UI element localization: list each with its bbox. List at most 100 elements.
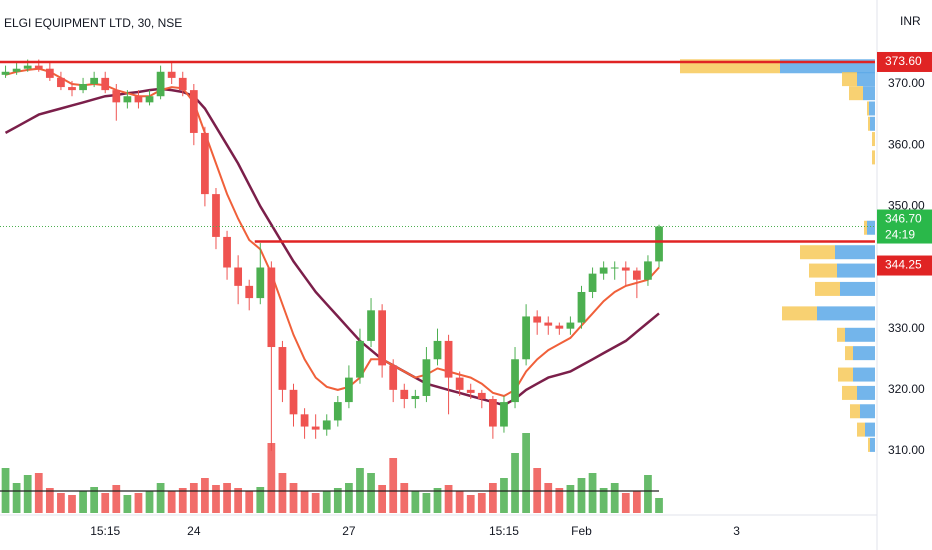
volume-bar (588, 473, 597, 513)
profile-down (869, 101, 875, 116)
profile-down (857, 72, 875, 87)
profile-down (853, 346, 875, 361)
volume-bar (189, 483, 198, 513)
profile-up (845, 346, 853, 361)
candle-body (433, 340, 442, 360)
profile-up (857, 422, 865, 437)
volume-bar (79, 491, 87, 513)
candle-body (566, 322, 575, 329)
volume-bar (422, 493, 431, 513)
profile-up (868, 116, 870, 131)
candle-body (1, 71, 10, 75)
volume-bar (311, 493, 320, 513)
candle-body (511, 359, 519, 403)
candle-body (422, 359, 431, 396)
chart-title: ELGI EQUIPMENT LTD, 30, NSE (4, 16, 182, 30)
candle-body (156, 71, 165, 97)
level-tag (877, 51, 932, 72)
volume-bar (12, 483, 21, 513)
volume-bar (178, 488, 187, 513)
volume-bar (223, 483, 231, 513)
candle-body (12, 68, 21, 72)
volume-bar (300, 491, 309, 513)
candle-body (489, 399, 497, 427)
volume-bar (201, 478, 209, 513)
candle-body (79, 84, 87, 91)
volume-bar (555, 488, 564, 513)
candle-body (201, 132, 209, 195)
volume-bar (245, 491, 254, 513)
profile-up (842, 385, 857, 400)
candle-body (500, 402, 508, 427)
profile-down (870, 116, 875, 131)
profile-up (868, 437, 870, 452)
y-tick-label: 360.00 (888, 137, 925, 151)
volume-bar (621, 493, 630, 513)
profile-up (782, 306, 817, 321)
volume-bar (400, 483, 409, 513)
candle-body (223, 236, 231, 268)
candle-body (322, 420, 331, 430)
volume-bar (45, 488, 54, 513)
volume-bar (644, 475, 652, 513)
volume-bar (34, 473, 43, 513)
y-tick-label: 350.00 (888, 199, 925, 213)
volume-bar (234, 488, 243, 513)
x-tick-label: Feb (571, 524, 592, 538)
y-tick-label: 310.00 (888, 443, 925, 457)
candle-body (466, 389, 475, 393)
candle-body (311, 426, 320, 430)
volume-bar (90, 487, 99, 513)
profile-up (815, 281, 840, 296)
volume-bar (123, 495, 132, 513)
volume-bar (444, 485, 453, 513)
candle-body (134, 96, 143, 103)
candle-body (90, 77, 99, 84)
profile-down (837, 263, 875, 278)
volume-bar (23, 475, 32, 513)
candle-body (522, 316, 530, 360)
profile-down (863, 86, 875, 101)
candle-body (655, 226, 663, 262)
profile-down (857, 385, 875, 400)
volume-bar (511, 453, 519, 513)
profile-down (845, 327, 875, 342)
candle-body (57, 77, 65, 88)
candle-body (333, 402, 342, 421)
x-tick-label: 27 (342, 524, 356, 538)
volume-bar (389, 458, 398, 513)
candle-body (23, 65, 32, 69)
candle-body (477, 392, 486, 400)
candle-body (345, 377, 353, 403)
candle-body (378, 310, 386, 366)
profile-up (850, 404, 860, 419)
candle-body (145, 96, 154, 103)
moving-average (5, 67, 660, 398)
profile-down (865, 422, 875, 437)
profile-up (837, 327, 845, 342)
candle-body (45, 68, 54, 78)
candle-body (533, 316, 542, 323)
volume-bar (212, 485, 220, 513)
candle-body (234, 267, 243, 286)
candle-body (112, 90, 121, 103)
volume-bar (367, 473, 375, 513)
candle-body (544, 322, 553, 326)
profile-down (870, 437, 875, 452)
candle-body (300, 414, 309, 427)
candle-body (400, 389, 409, 400)
candle-body (455, 377, 464, 390)
profile-down (867, 220, 875, 235)
profile-up (842, 72, 857, 87)
x-tick-label: 15:15 (489, 524, 519, 538)
candle-body (178, 77, 187, 91)
profile-down (853, 367, 875, 382)
x-tick-label: 3 (733, 524, 740, 538)
candle-body (577, 291, 586, 323)
candle-body (588, 273, 597, 292)
x-tick-label: 24 (187, 524, 201, 538)
volume-bar (411, 491, 420, 513)
profile-up (872, 150, 875, 165)
candle-body (599, 267, 608, 274)
